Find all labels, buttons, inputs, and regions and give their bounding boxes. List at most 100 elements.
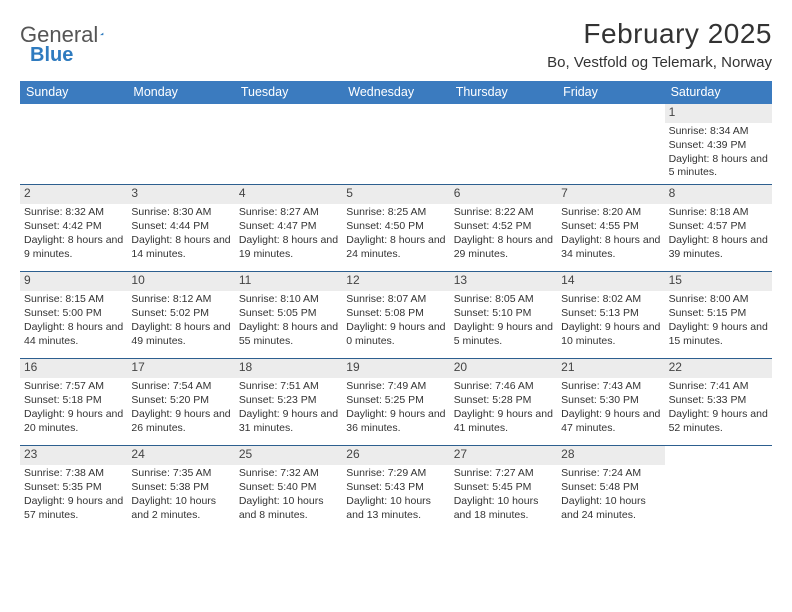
day-body: Sunrise: 8:34 AMSunset: 4:39 PMDaylight:… xyxy=(665,123,772,184)
day-number: 9 xyxy=(20,272,127,291)
day-cell: 2Sunrise: 8:32 AMSunset: 4:42 PMDaylight… xyxy=(20,185,127,271)
day-number: 6 xyxy=(450,185,557,204)
day-body: Sunrise: 8:20 AMSunset: 4:55 PMDaylight:… xyxy=(557,204,664,265)
day-body: Sunrise: 8:15 AMSunset: 5:00 PMDaylight:… xyxy=(20,291,127,352)
sunrise-text: Sunrise: 8:02 AM xyxy=(561,293,660,307)
sunrise-text: Sunrise: 7:46 AM xyxy=(454,380,553,394)
day-body: Sunrise: 7:32 AMSunset: 5:40 PMDaylight:… xyxy=(235,465,342,526)
day-body xyxy=(20,123,127,129)
day-number: 14 xyxy=(557,272,664,291)
daylight-text: Daylight: 8 hours and 39 minutes. xyxy=(669,234,768,262)
day-cell: 1Sunrise: 8:34 AMSunset: 4:39 PMDaylight… xyxy=(665,104,772,184)
day-number: 17 xyxy=(127,359,234,378)
day-number: 15 xyxy=(665,272,772,291)
daylight-text: Daylight: 9 hours and 36 minutes. xyxy=(346,408,445,436)
sunrise-text: Sunrise: 7:24 AM xyxy=(561,467,660,481)
daylight-text: Daylight: 8 hours and 49 minutes. xyxy=(131,321,230,349)
day-body: Sunrise: 7:27 AMSunset: 5:45 PMDaylight:… xyxy=(450,465,557,526)
day-number: 28 xyxy=(557,446,664,465)
day-body: Sunrise: 8:07 AMSunset: 5:08 PMDaylight:… xyxy=(342,291,449,352)
sunrise-text: Sunrise: 7:38 AM xyxy=(24,467,123,481)
week-row: 16Sunrise: 7:57 AMSunset: 5:18 PMDayligh… xyxy=(20,358,772,445)
dayname-thursday: Thursday xyxy=(450,81,557,104)
daylight-text: Daylight: 9 hours and 5 minutes. xyxy=(454,321,553,349)
day-cell: 19Sunrise: 7:49 AMSunset: 5:25 PMDayligh… xyxy=(342,359,449,445)
sunrise-text: Sunrise: 7:27 AM xyxy=(454,467,553,481)
sunrise-text: Sunrise: 8:27 AM xyxy=(239,206,338,220)
sunset-text: Sunset: 5:13 PM xyxy=(561,307,660,321)
day-number: 18 xyxy=(235,359,342,378)
calendar-page: General February 2025 Bo, Vestfold og Te… xyxy=(0,0,792,544)
day-cell: 20Sunrise: 7:46 AMSunset: 5:28 PMDayligh… xyxy=(450,359,557,445)
day-body xyxy=(342,123,449,129)
daylight-text: Daylight: 9 hours and 20 minutes. xyxy=(24,408,123,436)
daylight-text: Daylight: 9 hours and 0 minutes. xyxy=(346,321,445,349)
day-number: 23 xyxy=(20,446,127,465)
sunset-text: Sunset: 4:47 PM xyxy=(239,220,338,234)
day-cell: 23Sunrise: 7:38 AMSunset: 5:35 PMDayligh… xyxy=(20,446,127,532)
day-body xyxy=(665,465,772,471)
sunrise-text: Sunrise: 8:32 AM xyxy=(24,206,123,220)
day-cell: 21Sunrise: 7:43 AMSunset: 5:30 PMDayligh… xyxy=(557,359,664,445)
day-cell: 18Sunrise: 7:51 AMSunset: 5:23 PMDayligh… xyxy=(235,359,342,445)
day-body xyxy=(235,123,342,129)
day-cell: 6Sunrise: 8:22 AMSunset: 4:52 PMDaylight… xyxy=(450,185,557,271)
sunset-text: Sunset: 5:38 PM xyxy=(131,481,230,495)
day-cell: 16Sunrise: 7:57 AMSunset: 5:18 PMDayligh… xyxy=(20,359,127,445)
sunrise-text: Sunrise: 7:57 AM xyxy=(24,380,123,394)
sunset-text: Sunset: 5:30 PM xyxy=(561,394,660,408)
day-number: 3 xyxy=(127,185,234,204)
dayname-sunday: Sunday xyxy=(20,81,127,104)
day-cell: 17Sunrise: 7:54 AMSunset: 5:20 PMDayligh… xyxy=(127,359,234,445)
header: General February 2025 Bo, Vestfold og Te… xyxy=(20,18,772,71)
daylight-text: Daylight: 8 hours and 34 minutes. xyxy=(561,234,660,262)
day-cell: 8Sunrise: 8:18 AMSunset: 4:57 PMDaylight… xyxy=(665,185,772,271)
sunset-text: Sunset: 5:05 PM xyxy=(239,307,338,321)
sunrise-text: Sunrise: 7:51 AM xyxy=(239,380,338,394)
daylight-text: Daylight: 10 hours and 18 minutes. xyxy=(454,495,553,523)
week-row: 2Sunrise: 8:32 AMSunset: 4:42 PMDaylight… xyxy=(20,184,772,271)
sunrise-text: Sunrise: 8:15 AM xyxy=(24,293,123,307)
sunset-text: Sunset: 5:48 PM xyxy=(561,481,660,495)
day-cell xyxy=(557,104,664,184)
calendar-grid: Sunday Monday Tuesday Wednesday Thursday… xyxy=(20,81,772,532)
day-number: 22 xyxy=(665,359,772,378)
day-body: Sunrise: 7:43 AMSunset: 5:30 PMDaylight:… xyxy=(557,378,664,439)
sunset-text: Sunset: 5:23 PM xyxy=(239,394,338,408)
sunrise-text: Sunrise: 8:10 AM xyxy=(239,293,338,307)
brand-triangle-icon xyxy=(100,26,103,42)
dayname-wednesday: Wednesday xyxy=(342,81,449,104)
day-body: Sunrise: 8:10 AMSunset: 5:05 PMDaylight:… xyxy=(235,291,342,352)
day-cell xyxy=(20,104,127,184)
day-body: Sunrise: 7:46 AMSunset: 5:28 PMDaylight:… xyxy=(450,378,557,439)
day-cell: 5Sunrise: 8:25 AMSunset: 4:50 PMDaylight… xyxy=(342,185,449,271)
day-body: Sunrise: 8:27 AMSunset: 4:47 PMDaylight:… xyxy=(235,204,342,265)
daylight-text: Daylight: 9 hours and 15 minutes. xyxy=(669,321,768,349)
day-body: Sunrise: 7:38 AMSunset: 5:35 PMDaylight:… xyxy=(20,465,127,526)
week-row: 1Sunrise: 8:34 AMSunset: 4:39 PMDaylight… xyxy=(20,104,772,184)
day-body: Sunrise: 8:05 AMSunset: 5:10 PMDaylight:… xyxy=(450,291,557,352)
sunrise-text: Sunrise: 7:41 AM xyxy=(669,380,768,394)
sunrise-text: Sunrise: 7:49 AM xyxy=(346,380,445,394)
day-body xyxy=(557,123,664,129)
day-cell: 25Sunrise: 7:32 AMSunset: 5:40 PMDayligh… xyxy=(235,446,342,532)
day-cell: 24Sunrise: 7:35 AMSunset: 5:38 PMDayligh… xyxy=(127,446,234,532)
daylight-text: Daylight: 9 hours and 26 minutes. xyxy=(131,408,230,436)
sunset-text: Sunset: 5:10 PM xyxy=(454,307,553,321)
daylight-text: Daylight: 8 hours and 44 minutes. xyxy=(24,321,123,349)
day-cell xyxy=(665,446,772,532)
dayname-friday: Friday xyxy=(557,81,664,104)
week-row: 9Sunrise: 8:15 AMSunset: 5:00 PMDaylight… xyxy=(20,271,772,358)
daylight-text: Daylight: 9 hours and 47 minutes. xyxy=(561,408,660,436)
day-number: 27 xyxy=(450,446,557,465)
sunset-text: Sunset: 5:00 PM xyxy=(24,307,123,321)
sunrise-text: Sunrise: 8:07 AM xyxy=(346,293,445,307)
day-number: 20 xyxy=(450,359,557,378)
day-cell: 26Sunrise: 7:29 AMSunset: 5:43 PMDayligh… xyxy=(342,446,449,532)
day-number: 8 xyxy=(665,185,772,204)
dayname-monday: Monday xyxy=(127,81,234,104)
day-body: Sunrise: 7:35 AMSunset: 5:38 PMDaylight:… xyxy=(127,465,234,526)
day-body: Sunrise: 8:22 AMSunset: 4:52 PMDaylight:… xyxy=(450,204,557,265)
day-number: 1 xyxy=(665,104,772,123)
day-number: 5 xyxy=(342,185,449,204)
